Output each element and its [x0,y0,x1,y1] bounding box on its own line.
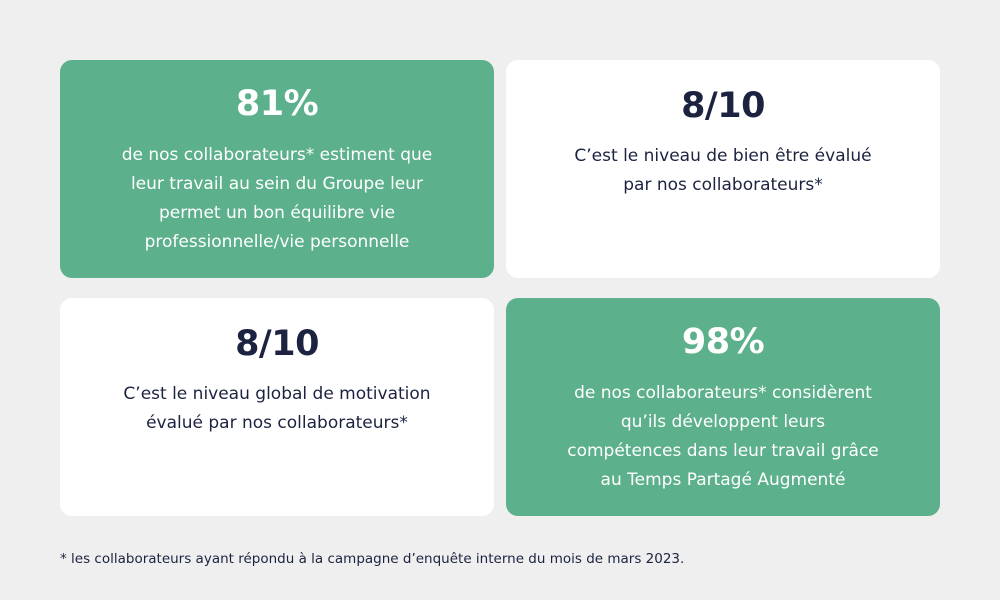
stat-card-skills-development: 98% de nos collaborateurs* considèrent q… [506,298,940,516]
stat-card-wellbeing: 8/10 C’est le niveau de bien être évalué… [506,60,940,278]
stat-card-work-life-balance: 81% de nos collaborateurs* estiment que … [60,60,494,278]
stat-description: de nos collaborateurs* considèrent qu’il… [567,383,879,490]
stat-value: 8/10 [235,324,319,364]
stat-value: 98% [681,322,765,362]
stat-value: 81% [235,84,319,124]
stat-description: C’est le niveau global de motivation éva… [123,384,431,433]
stat-description: de nos collaborateurs* estiment que leur… [121,145,433,252]
stat-card-motivation: 8/10 C’est le niveau global de motivatio… [60,298,494,516]
footnote: * les collaborateurs ayant répondu à la … [60,551,685,567]
stat-description: C’est le niveau de bien être évalué par … [574,146,872,195]
stat-value: 8/10 [681,86,765,126]
